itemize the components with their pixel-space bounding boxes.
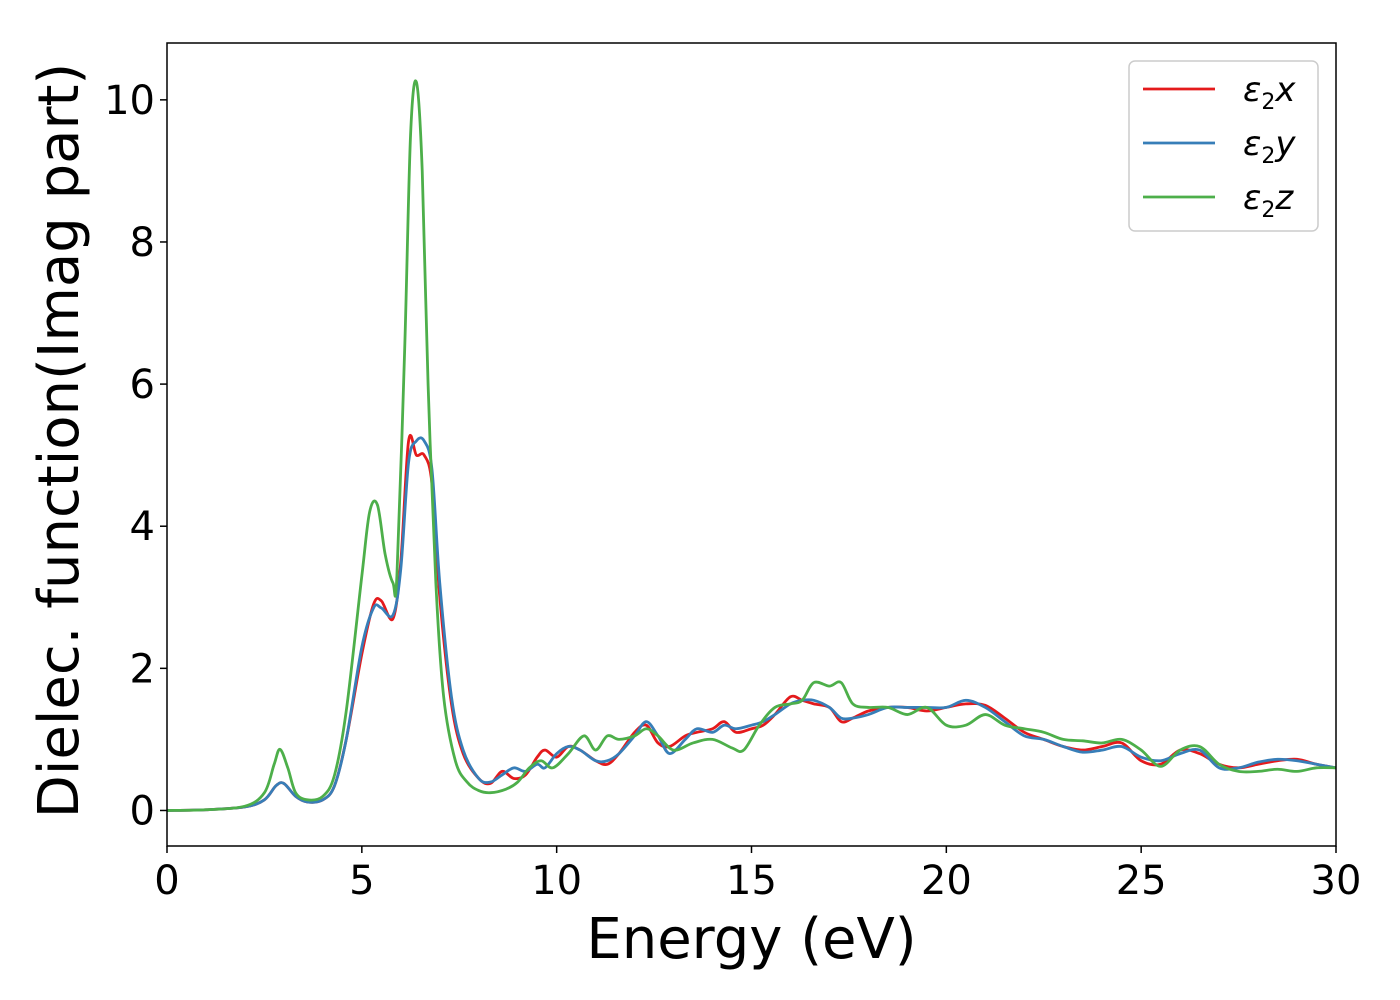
- x-tick-label: 15: [726, 858, 777, 904]
- legend-entry-y: ε2y: [1143, 124, 1296, 169]
- legend-entry-z: ε2z: [1143, 178, 1294, 223]
- x-axis-title: Energy (eV): [586, 907, 916, 972]
- series-layer: [167, 79, 1336, 812]
- x-tick-label: 25: [1116, 858, 1167, 904]
- x-tick-label: 20: [921, 858, 972, 904]
- y-tick-label: 0: [130, 788, 155, 834]
- legend-label: ε2z: [1243, 178, 1294, 223]
- y-axis: 0 2 4 6 8 10: [104, 78, 167, 834]
- legend-box: [1128, 60, 1319, 232]
- series-line-y: [167, 436, 1336, 812]
- y-tick-label: 6: [130, 362, 155, 408]
- plot-area: [166, 42, 1337, 847]
- legend-label: ε2y: [1243, 124, 1296, 169]
- legend-label: ε2x: [1243, 70, 1296, 115]
- x-tick-label: 0: [154, 858, 179, 904]
- legend-entry-x: ε2x: [1143, 70, 1296, 115]
- series-line-z: [167, 79, 1336, 812]
- legend: ε2x ε2y ε2z: [1128, 60, 1319, 232]
- y-tick-label: 2: [130, 646, 155, 692]
- x-axis: 0 5 10 15 20 25 30: [154, 846, 1361, 904]
- y-tick-label: 4: [130, 504, 155, 550]
- y-axis-title: Dielec. function(Imag part): [27, 63, 92, 819]
- x-tick-label: 30: [1311, 858, 1362, 904]
- x-tick-label: 10: [531, 858, 582, 904]
- y-tick-label: 10: [104, 78, 155, 124]
- x-tick-label: 5: [349, 858, 374, 904]
- y-tick-label: 8: [130, 220, 155, 266]
